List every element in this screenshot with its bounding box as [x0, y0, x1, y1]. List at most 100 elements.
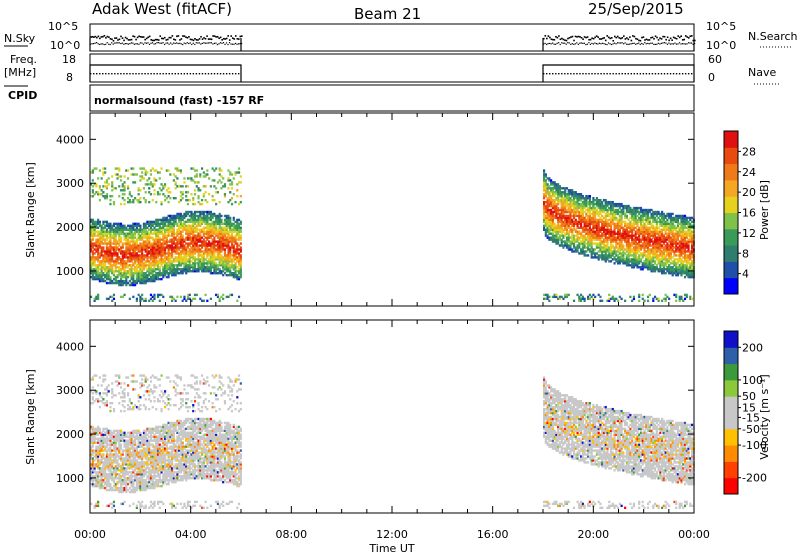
power-cell: [132, 295, 135, 299]
power-cell: [622, 238, 625, 241]
power-cell: [153, 266, 156, 269]
power-cell: [232, 264, 235, 267]
power-cell: [146, 268, 149, 271]
power-cell: [583, 230, 586, 233]
power-cell: [139, 236, 142, 239]
power-cell: [613, 232, 616, 235]
power-cell: [550, 218, 553, 222]
power-cell: [162, 250, 165, 253]
power-cell: [109, 260, 112, 263]
power-cell: [215, 220, 218, 224]
power-cell: [119, 283, 123, 287]
power-cell: [636, 264, 639, 267]
power-cell: [227, 273, 230, 277]
power-cell: [220, 234, 223, 237]
power-cell: [151, 262, 154, 265]
power-cell: [107, 260, 110, 263]
power-cell: [155, 268, 158, 271]
power-cell: [639, 260, 643, 263]
power-cell: [641, 293, 644, 297]
power-cell: [564, 295, 567, 299]
power-cell: [155, 256, 158, 259]
power-cell: [190, 224, 193, 228]
power-cell: [211, 256, 214, 259]
power-cell: [197, 181, 200, 184]
power-cell: [102, 242, 105, 245]
power-cell: [631, 264, 634, 267]
power-cell: [557, 228, 560, 231]
power-cell: [91, 275, 94, 279]
power-cell: [134, 260, 137, 263]
power-cell: [151, 246, 154, 249]
power-cell: [200, 222, 204, 226]
power-cell: [653, 236, 657, 239]
power-cell: [128, 198, 131, 202]
power-cell: [572, 220, 576, 224]
power-cell: [181, 260, 184, 263]
power-cell: [163, 236, 167, 239]
power-cell: [144, 299, 147, 303]
power-cell: [165, 230, 168, 233]
power-cell: [163, 242, 167, 245]
power-cell: [90, 238, 93, 241]
power-cell: [91, 273, 94, 277]
power-cell: [636, 238, 639, 241]
power-cell: [215, 230, 218, 233]
nsearch-point: [154, 43, 157, 45]
power-cell: [119, 246, 123, 249]
power-cell: [587, 200, 590, 204]
power-cell: [594, 248, 597, 251]
power-cell: [128, 236, 131, 239]
power-cell: [125, 275, 128, 279]
power-cell: [91, 268, 94, 271]
power-cell: [204, 214, 207, 218]
power-cell: [583, 202, 586, 206]
power-cell: [548, 228, 551, 231]
power-cell: [588, 208, 591, 212]
power-cell: [215, 250, 218, 253]
power-cell: [576, 232, 579, 235]
power-cell: [123, 252, 126, 255]
power-cell: [100, 279, 103, 283]
power-cell: [149, 181, 153, 184]
power-cell: [119, 281, 123, 285]
power-cell: [611, 236, 614, 239]
power-cell: [111, 299, 114, 303]
power-cell: [599, 248, 602, 251]
power-cell: [171, 250, 174, 253]
power-cell: [650, 260, 653, 263]
power-cell: [192, 258, 195, 261]
power-cell: [223, 248, 227, 251]
power-cell: [185, 252, 188, 255]
power-cell: [107, 252, 110, 255]
power-cell: [636, 252, 639, 255]
nsky-point: [167, 38, 169, 41]
power-cell: [543, 171, 546, 174]
power-cell: [652, 264, 655, 267]
nsky-point: [139, 35, 142, 38]
power-cell: [643, 266, 646, 269]
power-cell: [216, 268, 220, 271]
nsky-point: [663, 35, 666, 38]
power-cell: [543, 206, 546, 210]
power-cell: [662, 297, 665, 301]
power-cell: [134, 248, 137, 251]
power-cell: [153, 258, 156, 261]
power-cell: [653, 262, 657, 265]
power-cell: [185, 262, 188, 265]
power-cell: [611, 200, 614, 204]
power-cell: [645, 214, 648, 218]
power-cell: [574, 248, 577, 251]
power-cell: [171, 232, 174, 235]
power-cell: [655, 232, 658, 235]
power-cell: [118, 238, 121, 241]
power-cell: [100, 275, 103, 279]
power-cell: [237, 277, 241, 281]
power-cell: [141, 279, 144, 283]
power-cell: [104, 258, 107, 261]
power-cell: [572, 208, 576, 212]
power-cell: [141, 273, 144, 277]
power-cell: [585, 230, 588, 233]
power-cell: [236, 234, 239, 237]
power-cell: [185, 260, 188, 263]
